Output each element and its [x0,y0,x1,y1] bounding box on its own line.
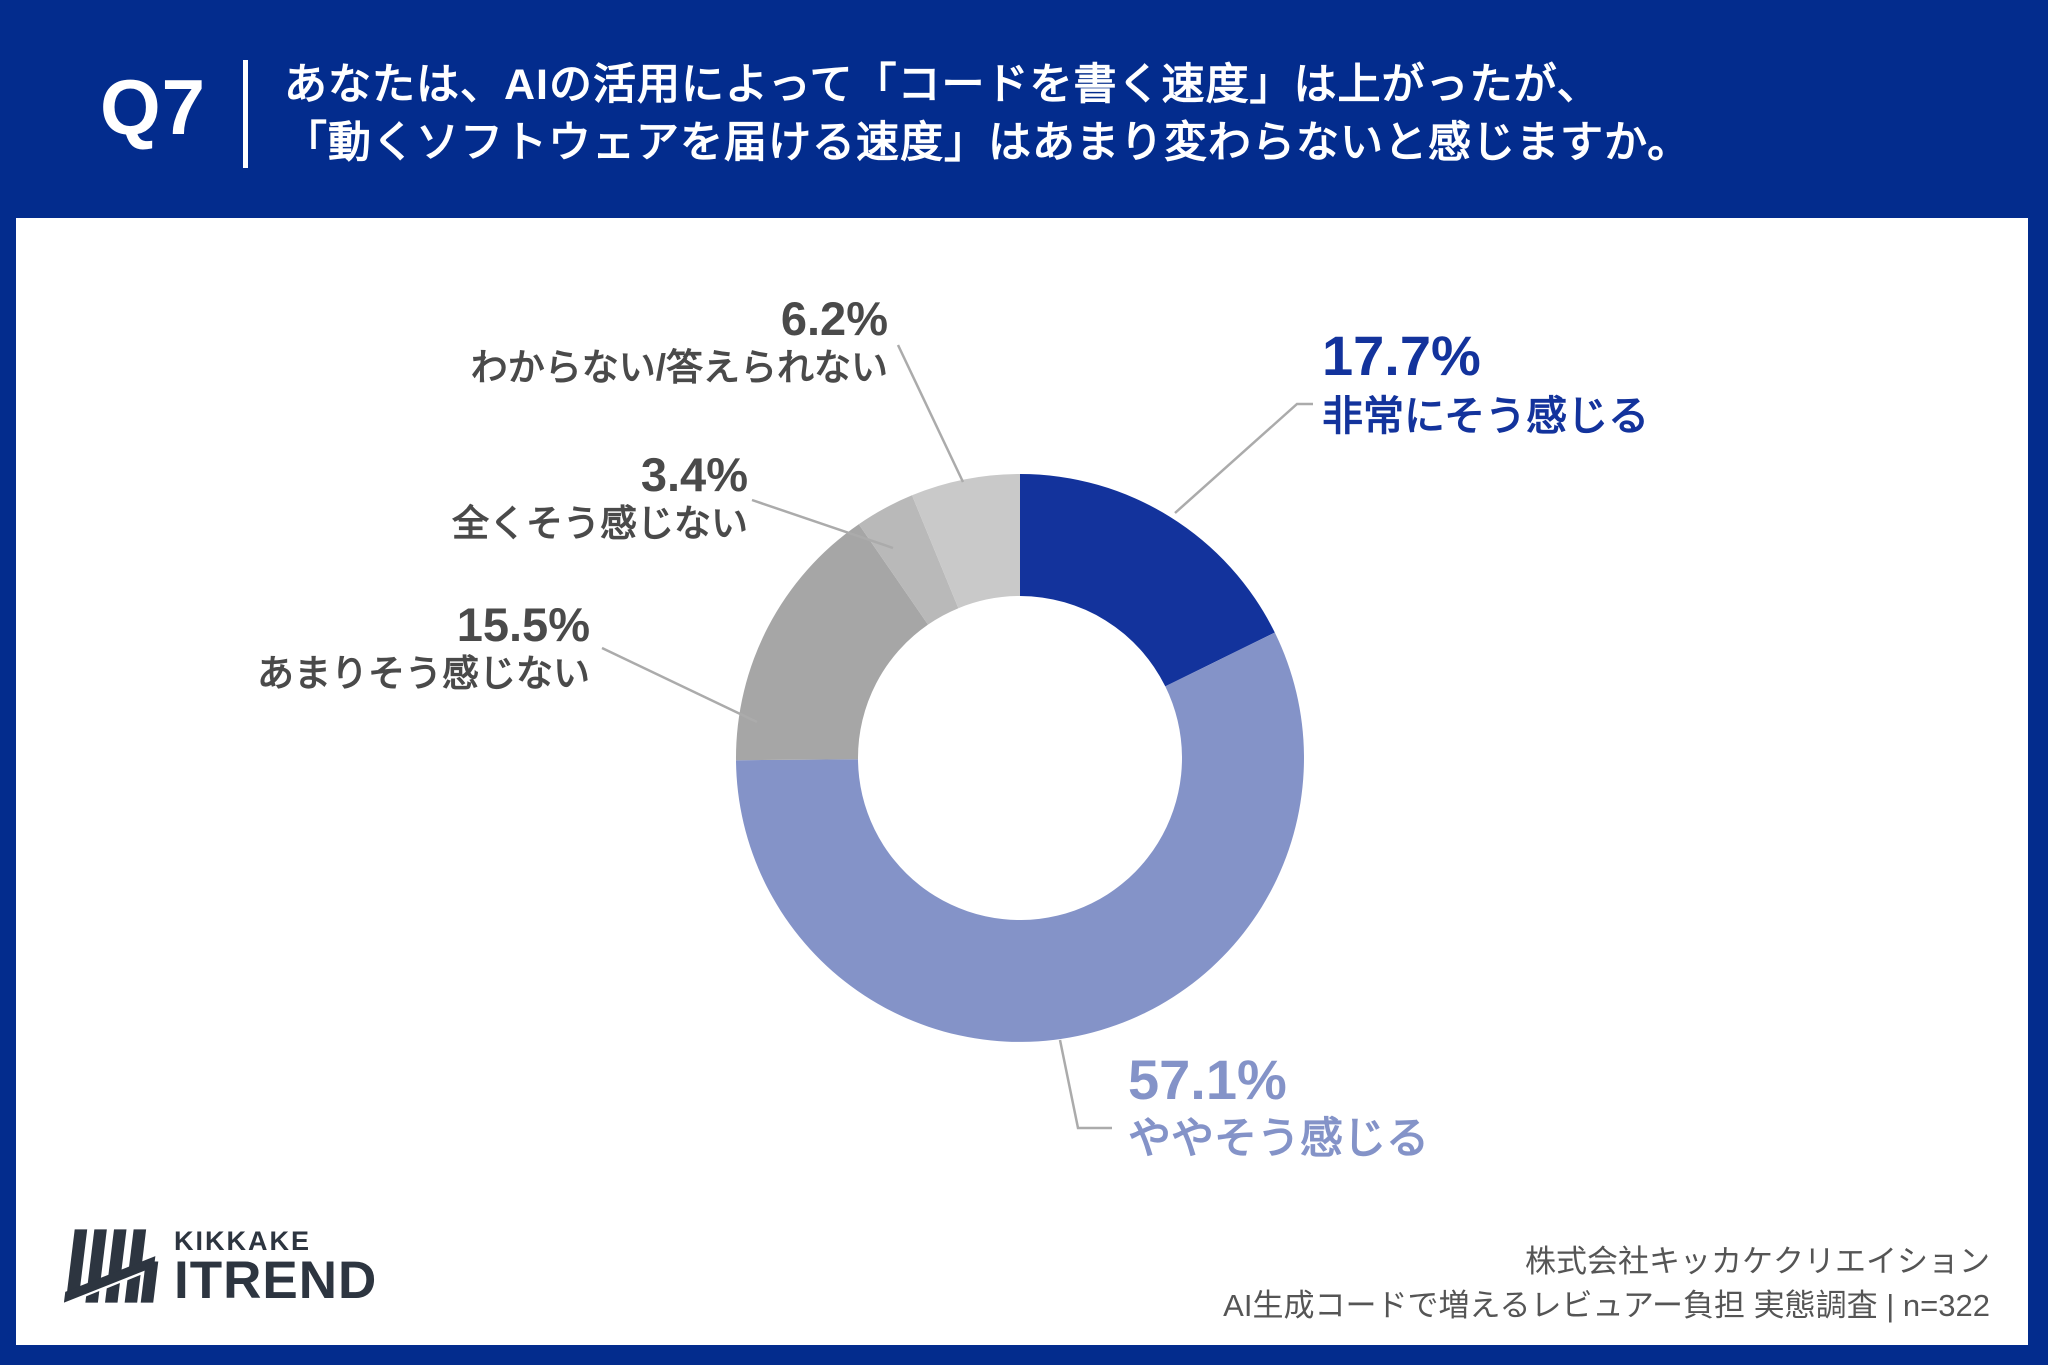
segment-label-0: 非常にそう感じる [1322,393,1650,439]
leader-line-0 [1174,402,1313,514]
survey-name: AI生成コードで増えるレビュアー負担 実態調査 | n=322 [1223,1288,1990,1323]
header-divider [243,60,248,168]
question-text: あなたは、AIの活用によって「コードを書く速度」は上がったが、 「動くソフトウェ… [284,56,1691,172]
leader-line-2 [601,646,758,724]
leader-line-1 [1058,1039,1112,1130]
logo-text-itrend: ITREND [174,1251,378,1310]
company-name: 株式会社キッカケクリエイション [1525,1244,1990,1279]
donut-segment-0 [1020,474,1275,687]
segment-percent-3: 3.4% [640,448,748,501]
segment-label-4: わからない/答えられない [470,347,888,388]
segment-label-1: ややそう感じる [1128,1115,1429,1163]
kikkake-itrend-logo: KIKKAKE ITREND [64,1226,378,1310]
question-line2: 「動くソフトウェアを届ける速度」はあまり変わらないと感じますか。 [284,119,1692,167]
logo-text-kikkake: KIKKAKE [174,1226,312,1256]
donut-segment-1 [736,632,1304,1042]
chart-canvas [16,218,2028,1345]
donut-segment-2 [735,524,928,761]
leader-line-3 [751,498,894,550]
segment-percent-1: 57.1% [1128,1048,1287,1111]
segment-percent-4: 6.2% [780,292,888,345]
source-note: 株式会社キッカケクリエイション AI生成コードで増えるレビュアー負担 実態調査 … [1223,1240,1990,1328]
segment-percent-0: 17.7% [1322,324,1481,387]
segment-label-2: あまりそう感じない [257,653,590,694]
question-line1: あなたは、AIの活用によって「コードを書く速度」は上がったが、 [284,61,1601,109]
leader-line-4 [896,344,965,483]
segment-label-3: 全くそう感じない [452,503,748,544]
donut-segment-3 [858,495,959,625]
donut-segment-4 [912,473,1020,609]
question-number: Q7 [100,63,207,151]
segment-percent-2: 15.5% [456,598,590,651]
question-header: Q7 あなたは、AIの活用によって「コードを書く速度」は上がったが、 「動くソフ… [0,0,2048,218]
bar-chart-logo-icon [64,1229,159,1303]
